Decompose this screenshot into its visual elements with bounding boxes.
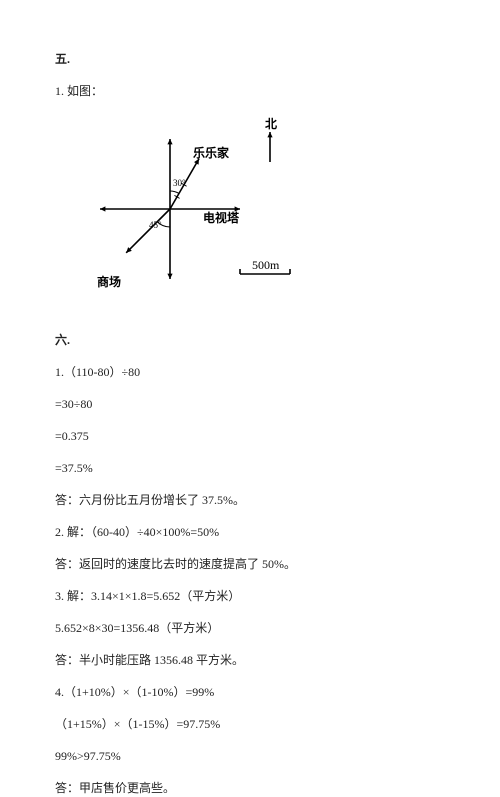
label-angle-45: 45° xyxy=(149,220,162,230)
label-angle-30: 30° xyxy=(173,178,186,188)
answer-line: 5.652×8×30=1356.48（平方米） xyxy=(55,619,445,637)
answer-line: 答：半小时能压路 1356.48 平方米。 xyxy=(55,651,445,669)
label-mall: 商场 xyxy=(97,274,121,289)
direction-diagram: 乐乐家电视塔商场 北 30° 45° 500m xyxy=(75,114,305,304)
axis-south-arrowhead xyxy=(167,274,172,279)
tick-45 xyxy=(138,237,142,241)
section-6-heading: 六. xyxy=(55,331,445,349)
axis-west-arrowhead xyxy=(100,206,105,211)
diagram-container: 乐乐家电视塔商场 北 30° 45° 500m xyxy=(75,114,445,309)
label-tv-tower: 电视塔 xyxy=(203,210,240,225)
axis-north-arrowhead xyxy=(167,139,172,144)
answer-line: 1.（110-80）÷80 xyxy=(55,363,445,381)
answer-line: 答：返回时的速度比去时的速度提高了 50%。 xyxy=(55,555,445,573)
section-5-heading: 五. xyxy=(55,50,445,68)
section-6-body: 1.（110-80）÷80 =30÷80 =0.375 =37.5% 答：六月份比五月份… xyxy=(55,363,445,797)
label-lele-home: 乐乐家 xyxy=(193,145,230,160)
label-scale: 500m xyxy=(252,258,280,272)
answer-line: =37.5% xyxy=(55,459,445,477)
answer-line: 4.（1+10%）×（1-10%）=99% xyxy=(55,683,445,701)
answer-line: 答：六月份比五月份增长了 37.5%。 xyxy=(55,491,445,509)
compass-north-arrowhead xyxy=(267,132,272,137)
answer-line: 3. 解：3.14×1×1.8=5.652（平方米） xyxy=(55,587,445,605)
answer-line: （1+15%）×（1-15%）=97.75% xyxy=(55,715,445,733)
label-north: 北 xyxy=(265,116,277,131)
answer-line: 99%>97.75% xyxy=(55,747,445,765)
answer-line: 答：甲店售价更高些。 xyxy=(55,779,445,797)
section-5-q1-label: 1. 如图： xyxy=(55,82,445,100)
answer-line: 2. 解：（60-40）÷40×100%=50% xyxy=(55,523,445,541)
answer-line: =30÷80 xyxy=(55,395,445,413)
angle-arc-30 xyxy=(170,191,179,193)
line-mall xyxy=(126,209,170,253)
answer-line: =0.375 xyxy=(55,427,445,445)
